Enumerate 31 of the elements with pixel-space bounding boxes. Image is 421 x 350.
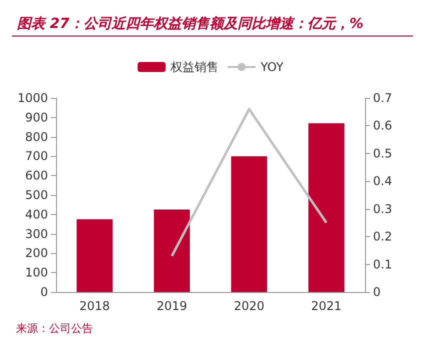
- y-tick-label: 0: [40, 285, 48, 299]
- y2-tick-label: 0.3: [373, 202, 392, 216]
- y-tick-label: 100: [25, 266, 48, 280]
- y-tick-label: 800: [25, 130, 48, 144]
- bar: [231, 156, 268, 292]
- x-tick-label: 2021: [311, 299, 342, 313]
- y2-tick-label: 0.4: [373, 174, 392, 188]
- y-tick-label: 900: [25, 110, 48, 124]
- y-tick-label: 1000: [17, 91, 48, 105]
- y2-tick-label: 0.7: [373, 91, 392, 105]
- y2-tick-label: 0: [373, 285, 381, 299]
- source-note: 来源：公司公告: [16, 322, 93, 335]
- x-tick-label: 2018: [79, 299, 110, 313]
- bar: [308, 123, 344, 292]
- x-tick-label: 2020: [234, 299, 264, 313]
- x-tick-label: 2019: [156, 299, 188, 313]
- y2-tick-label: 0.6: [373, 118, 392, 133]
- y-tick-label: 600: [25, 168, 48, 183]
- bar: [154, 210, 190, 292]
- bar: [76, 219, 113, 292]
- legend-label: YOY: [260, 60, 284, 74]
- y-tick-label: 700: [25, 149, 48, 164]
- y2-tick-label: 0.2: [373, 230, 392, 244]
- y-tick-label: 500: [25, 188, 48, 202]
- legend-label: 权益销售: [170, 60, 219, 74]
- y-tick-label: 400: [25, 207, 48, 222]
- y2-tick-label: 0.5: [373, 146, 392, 160]
- chart-title: 图表 27：公司近四年权益销售额及同比增速：亿元，%: [17, 15, 364, 32]
- y2-tick-label: 0.1: [373, 257, 392, 272]
- y-tick-label: 300: [25, 226, 48, 241]
- y-tick-label: 200: [25, 246, 48, 260]
